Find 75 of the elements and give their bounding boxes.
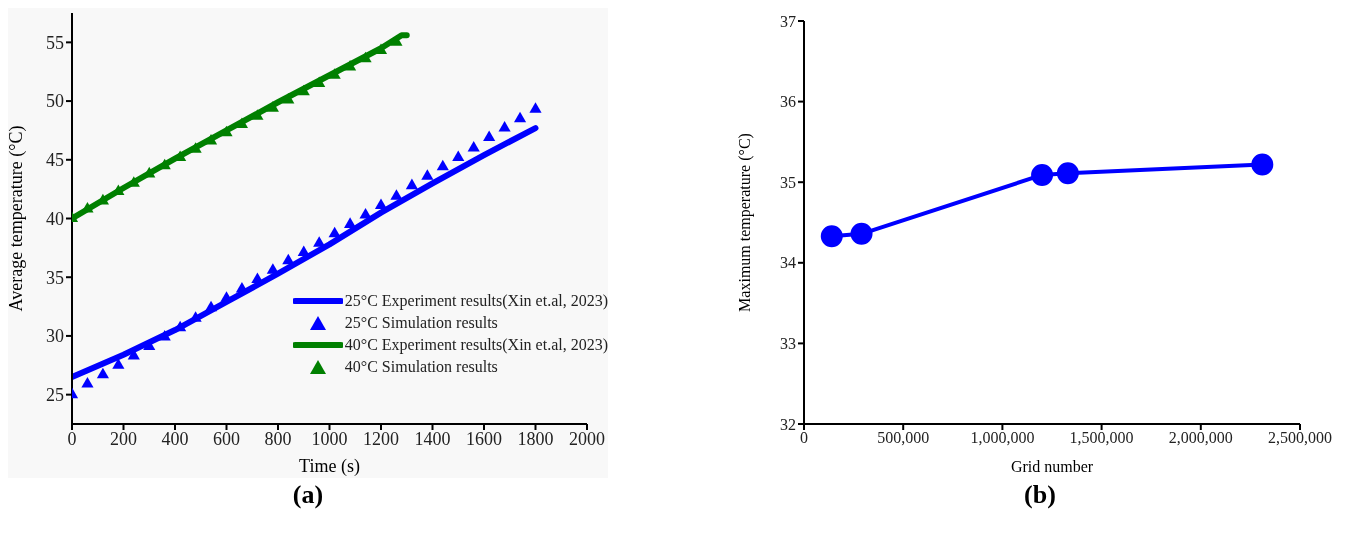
point — [204, 300, 218, 312]
y-tick-label: 55 — [46, 32, 64, 53]
text: (a) — [291, 480, 325, 510]
point — [436, 159, 449, 171]
point — [81, 377, 94, 388]
point — [297, 84, 310, 96]
x-axis-title: Time (s) — [299, 456, 360, 477]
y-tick-label: 30 — [46, 326, 64, 347]
point — [374, 198, 388, 210]
point — [467, 141, 480, 152]
point — [452, 150, 465, 161]
x-tick-label: 0 — [800, 429, 808, 447]
point — [204, 133, 218, 145]
point — [1251, 153, 1274, 176]
y-axis-title: Maximum temperature (°C) — [735, 133, 754, 312]
x-tick-label: 500,000 — [877, 429, 930, 447]
point — [112, 358, 125, 369]
y-tick-label: 35 — [780, 173, 796, 191]
y-tick-label: 50 — [46, 91, 64, 112]
point — [266, 263, 279, 274]
y-tick-label: 45 — [46, 150, 64, 171]
y-tick-label: 33 — [780, 335, 796, 353]
text: (b) — [1023, 480, 1057, 510]
y-tick-label: 36 — [780, 93, 796, 111]
point — [158, 330, 171, 341]
y-tick-label: 37 — [780, 12, 796, 30]
point — [483, 130, 496, 141]
point — [820, 225, 843, 248]
point — [96, 367, 109, 379]
x-tick-label: 1,500,000 — [1069, 429, 1134, 447]
y-tick-label: 35 — [46, 267, 64, 288]
x-tick-label: 1800 — [517, 428, 554, 449]
x-tick-label: 600 — [213, 428, 240, 449]
point — [374, 43, 388, 55]
x-tick-label: 400 — [161, 428, 189, 449]
y-axis-title: Average temperature (°C) — [6, 125, 28, 312]
y-tick-label: 40 — [46, 208, 64, 229]
point — [850, 222, 873, 245]
y-tick-label: 34 — [780, 254, 796, 272]
x-tick-label: 2,500,000 — [1268, 429, 1332, 447]
x-tick-label: 1600 — [466, 428, 502, 449]
legend-label: 25°C Experiment results(Xin et.al, 2023) — [344, 291, 608, 312]
x-tick-label: 1,000,000 — [970, 429, 1035, 447]
point — [220, 125, 233, 137]
point — [421, 169, 434, 180]
point — [529, 102, 542, 113]
x-tick-label: 800 — [264, 428, 292, 449]
point — [405, 178, 418, 190]
point — [1031, 163, 1054, 186]
point — [282, 92, 295, 104]
y-tick-label: 32 — [780, 415, 796, 433]
point — [359, 51, 372, 63]
point — [313, 76, 326, 87]
point — [1056, 162, 1079, 185]
x-tick-label: 0 — [67, 428, 77, 449]
x-tick-label: 1000 — [311, 428, 348, 449]
point — [266, 101, 279, 112]
point — [251, 109, 264, 120]
x-tick-label: 200 — [110, 428, 137, 449]
legend-label: 40°C Experiment results(Xin et.al, 2023) — [344, 335, 608, 356]
point — [390, 189, 403, 200]
point — [513, 111, 527, 123]
legend-label: 40°C Simulation results — [344, 357, 498, 377]
x-tick-label: 2,000,000 — [1168, 429, 1233, 447]
y-tick-label: 25 — [46, 385, 64, 406]
x-tick-label: 1400 — [414, 428, 451, 449]
point — [235, 117, 249, 129]
point — [328, 68, 341, 79]
point — [498, 121, 511, 132]
point — [344, 60, 357, 71]
legend-label: 25°C Simulation results — [344, 313, 498, 333]
x-tick-label: 1200 — [363, 428, 399, 449]
x-tick-label: 2000 — [569, 428, 605, 449]
x-axis-title: Grid number — [1010, 458, 1094, 475]
point — [328, 226, 341, 238]
